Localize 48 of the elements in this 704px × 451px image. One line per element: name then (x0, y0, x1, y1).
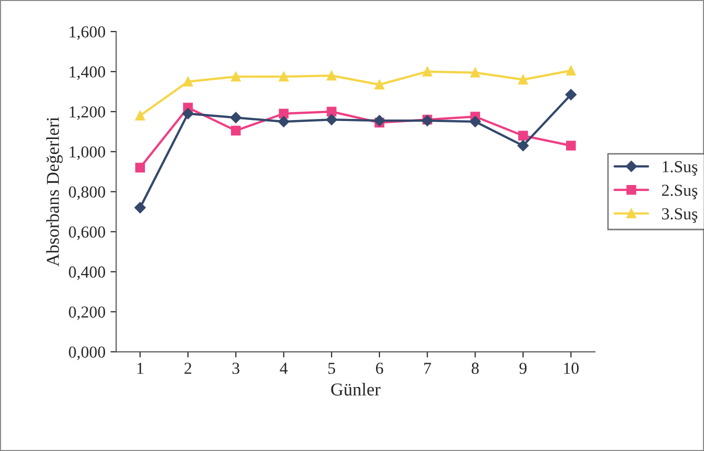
point (566, 66, 576, 76)
point (230, 112, 242, 124)
legend-label: 1.Suş (662, 161, 698, 176)
point (518, 74, 528, 84)
y-tick-label: 1,600 (70, 26, 106, 40)
x-tick-label: 9 (519, 362, 527, 374)
point (566, 140, 576, 151)
x-axis-title: Günler (331, 382, 380, 396)
point (278, 116, 290, 128)
point (183, 76, 193, 86)
point (135, 162, 145, 173)
point (230, 126, 241, 136)
y-axis-title: Absorbans Değerleri (46, 117, 63, 266)
point (374, 115, 386, 126)
y-tick-label: 0,200 (68, 306, 106, 320)
point (326, 106, 336, 116)
x-tick-label: 7 (424, 362, 432, 374)
y-tick-label: 0,400 (68, 266, 106, 280)
point (518, 130, 528, 140)
point (422, 66, 432, 76)
legend-label: 2.Suş (662, 184, 698, 200)
point (326, 70, 336, 80)
point (517, 140, 529, 152)
legend-label: 3.Suş (662, 208, 698, 223)
x-tick-label: 4 (280, 362, 288, 374)
y-tick-label: 1,200 (70, 106, 106, 120)
point (470, 68, 480, 78)
x-tick-label: 6 (376, 362, 384, 374)
point (470, 116, 481, 128)
x-tick-label: 5 (328, 362, 336, 374)
x-tick-label: 10 (564, 362, 579, 374)
x-tick-label: 8 (472, 362, 479, 374)
point (135, 110, 145, 120)
x-tick-label: 3 (232, 362, 240, 374)
y-tick-label: 0,800 (68, 186, 106, 200)
point (278, 72, 289, 82)
point (230, 72, 241, 82)
point (134, 202, 146, 214)
point (182, 108, 194, 120)
x-tick-label: 2 (184, 362, 192, 374)
point (374, 80, 384, 90)
point (326, 114, 338, 126)
y-tick-label: 0,000 (68, 346, 106, 360)
x-tick-label: 1 (137, 362, 144, 374)
y-tick-label: 0,600 (68, 226, 106, 240)
y-tick-label: 1,400 (70, 66, 106, 80)
y-tick-label: 1,000 (70, 146, 106, 160)
point (565, 89, 577, 100)
